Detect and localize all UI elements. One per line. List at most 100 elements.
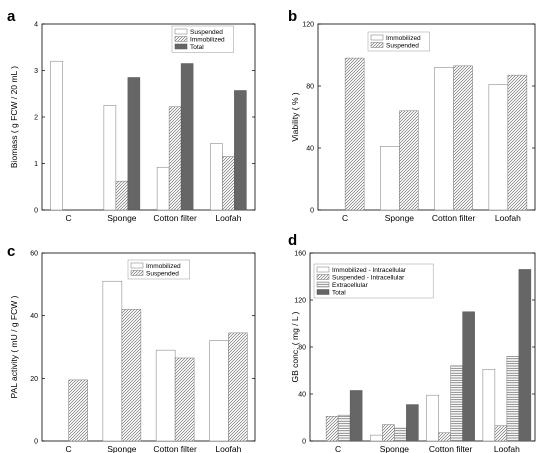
bar-a-1-1: [50, 60, 63, 211]
bar-a-4-3: [234, 90, 247, 211]
bar-d-4-3: [506, 356, 520, 442]
legend-entry: Total: [332, 289, 346, 296]
legend-entry: Suspended: [190, 29, 223, 36]
y-tick-label: 2: [34, 115, 38, 122]
y-tick-label: 0: [302, 439, 306, 446]
bar-d-1-3: [337, 414, 351, 442]
x-category-label: Cotton filter: [153, 213, 197, 223]
x-category-label: C: [335, 444, 341, 453]
legend-swatch: [316, 289, 330, 295]
y-tick-label: 80: [306, 84, 314, 91]
legend-swatch: [370, 42, 384, 48]
bar-a-3-3: [180, 63, 194, 211]
bar-c-3-1: [155, 349, 176, 442]
bar-a-4-2: [222, 156, 235, 211]
bar-d-4-4: [518, 269, 532, 442]
bar-d-3-3: [450, 365, 463, 442]
y-tick-label: 80: [298, 345, 306, 352]
bar-c-2-1: [102, 280, 123, 442]
y-tick-label: 0: [34, 439, 38, 446]
legend-swatch: [174, 36, 188, 42]
legend-swatch: [316, 266, 330, 273]
bar-a-2-1: [103, 105, 117, 211]
y-tick-label: 4: [34, 22, 38, 29]
x-category-label: Sponge: [380, 444, 410, 453]
legend-box: [313, 263, 434, 299]
bar-c-4-1: [209, 340, 229, 442]
bar-d-1-4: [349, 390, 363, 442]
y-tick-label: 1: [34, 161, 38, 168]
legend-entry: Immobilized - Intracellular: [332, 267, 407, 274]
legend-entry: Immobilized: [190, 36, 225, 43]
bar-b-4-1: [488, 84, 509, 211]
bar-d-3-2: [438, 432, 451, 442]
panel-label: d: [288, 232, 297, 249]
y-tick-label: 60: [30, 251, 38, 258]
x-category-label: Loofah: [215, 444, 241, 453]
y-tick-label: 40: [30, 313, 38, 320]
bar-c-3-2: [174, 357, 195, 442]
bar-d-2-1: [370, 434, 383, 442]
x-category-label: Loofah: [215, 213, 241, 223]
x-category-label: Sponge: [107, 444, 137, 453]
legend-entry: Suspended - Intracellular: [332, 274, 405, 281]
x-category-label: Cotton filter: [429, 444, 473, 453]
bar-a-4-1: [210, 143, 223, 211]
y-axis-label: GB conc. ( mg / L ): [290, 311, 300, 382]
bar-b-4-2: [507, 74, 528, 211]
chart-panel-d: d 0 40 80 120 160 GB conc. ( mg / L ) C Sponge Co…: [288, 232, 536, 453]
legend-swatch: [174, 28, 188, 35]
bar-a-3-1: [156, 166, 170, 211]
legend-entry: Extracellular: [332, 282, 369, 289]
x-category-label: Sponge: [107, 213, 137, 223]
bar-c-2-2: [121, 309, 142, 442]
x-category-label: C: [342, 213, 348, 223]
bar-a-2-3: [127, 77, 141, 211]
bar-d-2-2: [382, 424, 395, 442]
legend-entry: Immobilized: [386, 35, 421, 42]
y-tick-label: 0: [310, 208, 314, 215]
y-tick-label: 40: [306, 146, 314, 153]
bar-b-2-1: [380, 146, 400, 211]
bar-b-2-2: [399, 110, 419, 211]
y-tick-label: 160: [294, 251, 306, 258]
bar-a-3-2: [168, 106, 182, 211]
bar-b-3-2: [453, 65, 473, 211]
x-category-label: Cotton filter: [153, 444, 197, 453]
legend-entry: Immobilized: [146, 263, 181, 270]
bar-d-2-3: [394, 427, 407, 442]
plot-frame: [317, 23, 536, 211]
legend-swatch: [130, 270, 144, 276]
bar-c-4-2: [228, 332, 248, 442]
chart-panel-a: a 0 1 2 3 4 Biomass ( g FCW / 20 mL ) C Sponge Co…: [7, 8, 256, 223]
y-tick-label: 120: [302, 22, 314, 29]
legend-swatch: [174, 43, 188, 50]
y-axis-label: Viability ( % ): [290, 92, 300, 142]
x-category-label: Cotton filter: [432, 213, 476, 223]
legend-box: [367, 31, 430, 52]
legend-box: [127, 259, 190, 280]
legend-swatch: [130, 262, 144, 269]
legend-swatch: [316, 281, 330, 288]
bar-d-4-2: [494, 425, 508, 442]
x-category-label: Loofah: [495, 213, 521, 223]
plot-frame: [41, 252, 256, 442]
bar-b-1-2: [344, 57, 365, 211]
legend-entry: Suspended: [386, 42, 419, 49]
panel-label: b: [288, 8, 297, 25]
bar-d-1-2: [325, 416, 339, 442]
legend-entry: Suspended: [146, 270, 179, 277]
bar-d-2-4: [406, 404, 419, 442]
x-category-label: Loofah: [494, 444, 520, 453]
y-axis-label: Biomass ( g FCW / 20 mL ): [9, 66, 19, 168]
bar-a-2-2: [115, 180, 129, 211]
y-tick-label: 0: [34, 208, 38, 215]
panel-label: a: [7, 8, 16, 25]
y-tick-label: 120: [294, 298, 306, 305]
legend-swatch: [370, 34, 384, 41]
bar-d-4-1: [482, 369, 496, 442]
